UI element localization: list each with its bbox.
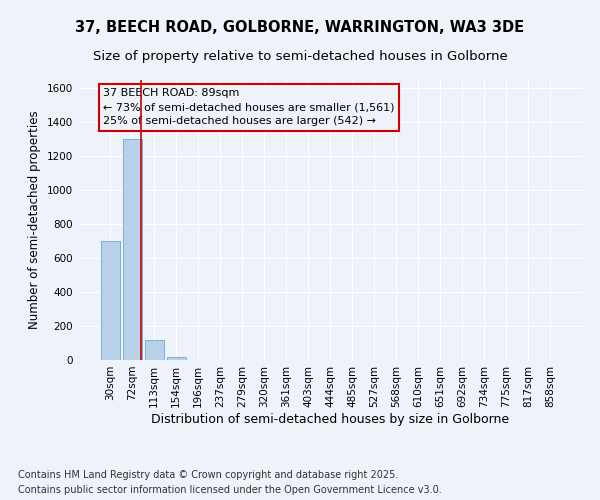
Text: Contains HM Land Registry data © Crown copyright and database right 2025.: Contains HM Land Registry data © Crown c…: [18, 470, 398, 480]
Text: Contains public sector information licensed under the Open Government Licence v3: Contains public sector information licen…: [18, 485, 442, 495]
Bar: [145, 340, 164, 360]
X-axis label: Distribution of semi-detached houses by size in Golborne: Distribution of semi-detached houses by …: [151, 412, 509, 426]
Text: 37 BEECH ROAD: 89sqm
← 73% of semi-detached houses are smaller (1,561)
25% of se: 37 BEECH ROAD: 89sqm ← 73% of semi-detac…: [103, 88, 395, 126]
Text: 37, BEECH ROAD, GOLBORNE, WARRINGTON, WA3 3DE: 37, BEECH ROAD, GOLBORNE, WARRINGTON, WA…: [76, 20, 524, 35]
Bar: [101, 241, 119, 360]
Bar: [123, 140, 142, 360]
Text: Size of property relative to semi-detached houses in Golborne: Size of property relative to semi-detach…: [92, 50, 508, 63]
Bar: [167, 358, 185, 360]
Y-axis label: Number of semi-detached properties: Number of semi-detached properties: [28, 110, 41, 330]
